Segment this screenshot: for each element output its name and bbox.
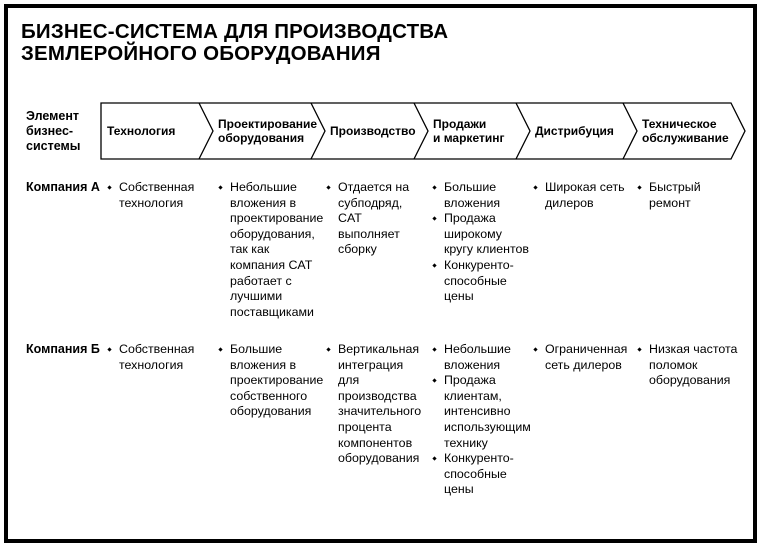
bullet-marker — [637, 185, 642, 190]
stage-label: Технология — [107, 123, 176, 138]
cell: Быстрый ремонт — [637, 180, 739, 211]
bullet-text: Отдается на субподряд, CAT выполняет сбо… — [338, 180, 410, 257]
bullet-item: Небольшие вложения — [432, 342, 532, 373]
bullet-item: Ограниченная сеть дилеров — [533, 342, 630, 373]
bullet-marker — [432, 378, 437, 383]
cell: Большие вложения в проектирование собств… — [218, 342, 327, 420]
cell: Вертикальная интеграция для производства… — [326, 342, 424, 467]
bullet-marker — [533, 347, 538, 352]
stage-label: Продажи и маркетинг — [433, 116, 505, 146]
stage-label: Проектирование оборудования — [218, 116, 318, 146]
process-arrow-band — [100, 102, 746, 160]
bullet-marker — [218, 347, 223, 352]
bullet-marker — [432, 456, 437, 461]
stage-label: Техническое обслуживание — [642, 116, 729, 146]
bullet-item: Собственная технология — [107, 180, 204, 211]
bullet-item: Отдается на субподряд, CAT выполняет сбо… — [326, 180, 424, 258]
cell: Широкая сеть дилеров — [533, 180, 630, 211]
bullet-marker — [326, 347, 331, 352]
row-label: Компания А — [26, 180, 100, 194]
bullet-text: Широкая сеть дилеров — [545, 180, 625, 210]
cell: Собственная технология — [107, 180, 204, 211]
cell: Низкая частота поломок оборудования — [637, 342, 739, 389]
bullet-item: Быстрый ремонт — [637, 180, 739, 211]
stage-divider — [413, 102, 429, 160]
bullet-marker — [326, 185, 331, 190]
bullet-item: Конкуренто-способные цены — [432, 451, 532, 498]
arrow-band-outline — [100, 102, 746, 160]
cell: Небольшие вложения в проектирование обор… — [218, 180, 327, 320]
bullet-item: Небольшие вложения в проектирование обор… — [218, 180, 327, 320]
bullet-item: Широкая сеть дилеров — [533, 180, 630, 211]
row-label: Компания Б — [26, 342, 100, 356]
stage-label: Дистрибуция — [535, 123, 614, 138]
stage-divider — [515, 102, 531, 160]
bullet-item: Продажа клиентам, интенсивно использующи… — [432, 373, 532, 451]
bullet-text: Ограниченная сеть дилеров — [545, 342, 628, 372]
bullet-text: Собственная технология — [119, 180, 195, 210]
cell: Ограниченная сеть дилеров — [533, 342, 630, 373]
bullet-marker — [533, 185, 538, 190]
cell: Большие вложения Продажа широкому кругу к… — [432, 180, 532, 305]
bullet-text: Собственная технология — [119, 342, 195, 372]
bullet-marker — [432, 216, 437, 221]
bullet-text: Большие вложения в проектирование собств… — [230, 342, 324, 419]
bullet-item: Большие вложения в проектирование собств… — [218, 342, 327, 420]
stage-label: Производство — [330, 123, 416, 138]
bullet-item: Вертикальная интеграция для производства… — [326, 342, 424, 467]
bullet-text: Низкая частота поломок оборудования — [649, 342, 738, 388]
bullet-text: Быстрый ремонт — [649, 180, 701, 210]
bullet-item: Продажа широкому кругу клиентов — [432, 211, 532, 258]
bullet-text: Продажа клиентам, интенсивно использующи… — [444, 373, 531, 450]
stage-divider — [310, 102, 326, 160]
cell: Небольшие вложения Продажа клиентам, инте… — [432, 342, 532, 498]
bullet-marker — [432, 263, 437, 268]
bullet-marker — [107, 185, 112, 190]
bullet-marker — [218, 185, 223, 190]
bullet-text: Конкуренто-способные цены — [444, 451, 514, 497]
bullet-marker — [637, 347, 642, 352]
page-title: БИЗНЕС-СИСТЕМА ДЛЯ ПРОИЗВОДСТВА ЗЕМЛЕРОЙ… — [21, 20, 449, 65]
bullet-text: Конкуренто-способные цены — [444, 257, 514, 304]
bullet-item: Низкая частота поломок оборудования — [637, 342, 739, 389]
cell: Собственная технология — [107, 342, 204, 373]
bullet-marker — [432, 185, 437, 190]
bullet-text: Вертикальная интеграция для производства… — [338, 342, 422, 466]
bullet-marker — [107, 347, 112, 352]
bullet-text: Небольшие вложения в проектирование обор… — [230, 180, 324, 319]
bullet-text: Продажа широкому кругу клиентов — [444, 211, 529, 257]
bullet-text: Большие вложения — [444, 180, 501, 210]
stage-divider — [198, 102, 214, 160]
cell: Отдается на субподряд, CAT выполняет сбо… — [326, 180, 424, 258]
bullet-item: Большие вложения — [432, 180, 532, 211]
axis-label: Элемент бизнес- системы — [26, 109, 81, 153]
bullet-marker — [432, 347, 437, 352]
stage-divider — [622, 102, 638, 160]
bullet-item: Конкуренто-способные цены — [432, 257, 532, 305]
bullet-item: Собственная технология — [107, 342, 204, 373]
bullet-text: Небольшие вложения — [444, 342, 511, 372]
